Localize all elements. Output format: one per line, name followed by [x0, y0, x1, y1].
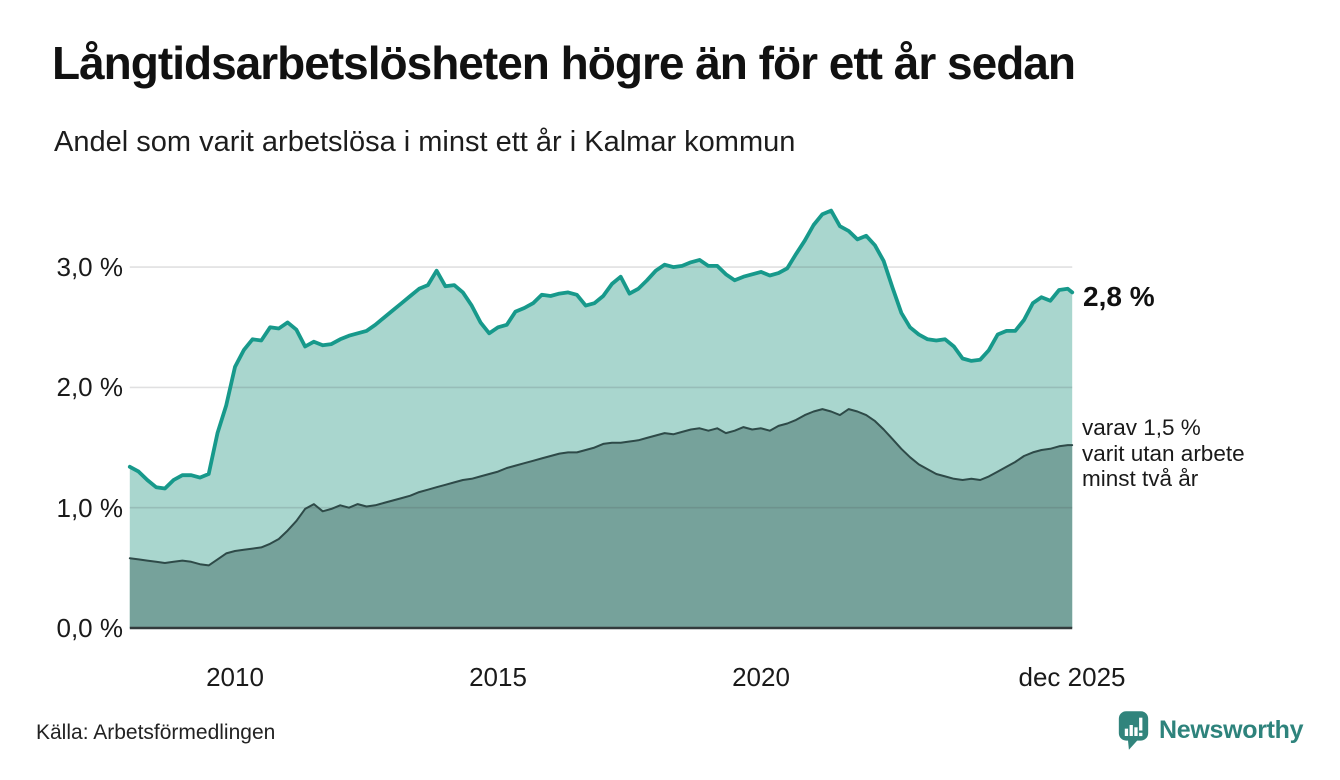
x-tick-2010: 2010 [206, 662, 264, 692]
x-tick-2015: 2015 [469, 662, 527, 692]
y-tick-0: 0,0 % [56, 613, 124, 643]
gridlines [129, 266, 1073, 509]
newsworthy-logo-icon [1118, 711, 1149, 750]
y-tick-1: 1,0 % [56, 493, 124, 523]
chart-subtitle: Andel som varit arbetslösa i minst ett å… [54, 126, 796, 158]
secondary-annotation: varav 1,5 % varit utan arbete minst två … [1082, 415, 1245, 492]
secondary-annotation-line3: minst två år [1082, 466, 1199, 491]
lower-area-fill [129, 409, 1073, 628]
upper-series-line [127, 208, 1075, 491]
x-tick-2020: 2020 [732, 662, 790, 692]
end-value-annotation: 2,8 % [1083, 281, 1155, 312]
chart-title: Långtidsarbetslösheten högre än för ett … [52, 37, 1076, 89]
brand-wordmark: Newsworthy [1159, 716, 1304, 744]
secondary-annotation-line2: varit utan arbete [1082, 440, 1245, 466]
secondary-annotation-line1: varav 1,5 % [1082, 415, 1201, 440]
y-tick-3: 3,0 % [56, 252, 124, 282]
x-tick-dec-2025: dec 2025 [1018, 662, 1126, 692]
y-tick-2: 2,0 % [56, 372, 124, 402]
brand-lockup: Newsworthy [1117, 709, 1304, 752]
source-note: Källa: Arbetsförmedlingen [36, 721, 276, 744]
lower-series-line [128, 408, 1074, 567]
